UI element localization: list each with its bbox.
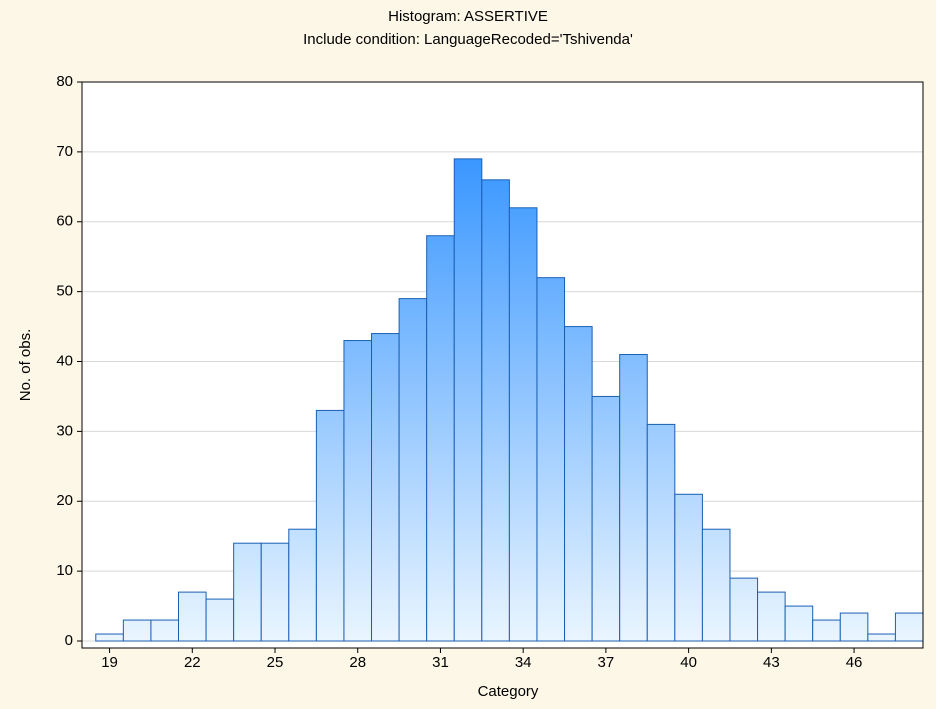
- y-tick-label: 80: [56, 73, 73, 90]
- x-tick-label: 46: [846, 654, 863, 671]
- bar: [674, 493, 703, 642]
- bar: [508, 207, 538, 642]
- bar: [260, 542, 290, 642]
- x-tick-label: 19: [101, 654, 118, 671]
- bar: [205, 598, 235, 642]
- bar: [591, 395, 621, 642]
- bar: [288, 528, 317, 642]
- bar: [233, 542, 262, 642]
- y-tick-label: 0: [65, 632, 73, 649]
- x-tick-label: 25: [267, 654, 284, 671]
- bar: [150, 619, 180, 642]
- bar: [812, 619, 841, 642]
- bar: [343, 340, 373, 642]
- bar: [95, 633, 124, 642]
- x-tick-label: 37: [598, 654, 615, 671]
- plot-frame: [81, 81, 924, 649]
- x-tick-label: 40: [680, 654, 697, 671]
- bar: [867, 633, 896, 642]
- bar: [481, 179, 510, 642]
- bar: [426, 235, 455, 642]
- x-axis-label: Category: [478, 683, 539, 700]
- y-axis-label: No. of obs.: [17, 329, 34, 402]
- bar: [894, 612, 924, 642]
- y-tick-label: 40: [56, 352, 73, 369]
- bar: [398, 298, 428, 642]
- chart-title: Histogram: ASSERTIVE: [388, 8, 548, 25]
- bar: [619, 354, 648, 642]
- bar: [784, 605, 814, 642]
- y-tick-label: 20: [56, 492, 73, 509]
- bar: [371, 333, 400, 642]
- bar: [536, 277, 566, 642]
- x-tick-label: 43: [763, 654, 780, 671]
- bar: [453, 158, 483, 642]
- y-tick-label: 70: [56, 143, 73, 160]
- bar: [757, 591, 786, 642]
- x-tick-label: 34: [515, 654, 532, 671]
- bar: [122, 619, 152, 642]
- y-tick-label: 10: [56, 562, 73, 579]
- x-tick-label: 22: [184, 654, 201, 671]
- bar: [701, 528, 731, 642]
- bar: [729, 577, 759, 642]
- y-tick-label: 60: [56, 213, 73, 230]
- bar: [315, 409, 345, 642]
- y-tick-label: 30: [56, 422, 73, 439]
- bar: [564, 326, 593, 642]
- x-tick-label: 31: [432, 654, 449, 671]
- bar: [839, 612, 869, 642]
- x-tick-label: 28: [349, 654, 366, 671]
- bar: [646, 423, 676, 642]
- chart-subtitle: Include condition: LanguageRecoded='Tshi…: [303, 31, 633, 48]
- y-tick-label: 50: [56, 283, 73, 300]
- bar: [178, 591, 207, 642]
